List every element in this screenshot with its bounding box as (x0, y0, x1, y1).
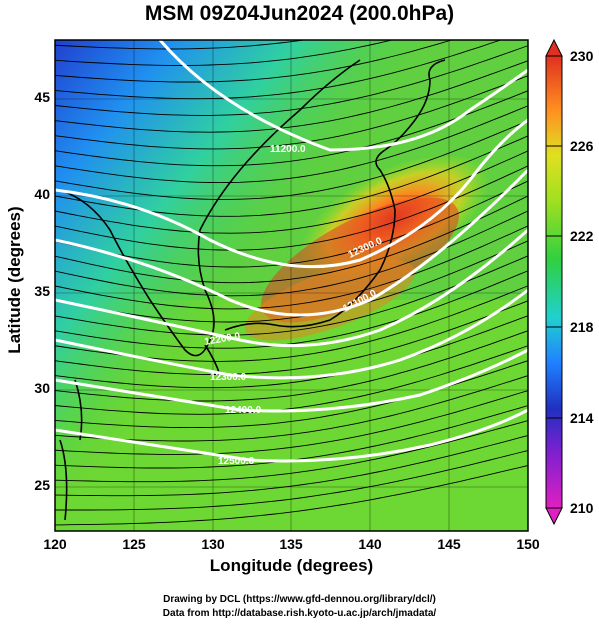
y-tick-label: 35 (34, 283, 50, 299)
streamline (55, 40, 502, 100)
x-axis-label: Longitude (degrees) (209, 556, 374, 575)
colorbar-tick-label: 214 (570, 410, 594, 426)
y-tick-label: 40 (34, 186, 50, 202)
streamline (55, 40, 307, 50)
colorbar-tick-label: 218 (570, 319, 594, 335)
colorbar-tick-label: 226 (570, 138, 594, 154)
y-axis-label: Latitude (degrees) (5, 206, 24, 354)
contour-label: 12300.0 (210, 372, 247, 383)
streamline (55, 435, 528, 497)
y-tick-label: 45 (34, 89, 50, 105)
credit-data-source: Data from http://database.rish.kyoto-u.a… (162, 608, 437, 619)
colorbar (545, 38, 563, 526)
x-tick-label: 140 (358, 536, 382, 552)
streamline (55, 75, 528, 150)
streamline (55, 180, 528, 268)
y-tick-label: 25 (34, 477, 50, 493)
streamline (55, 60, 528, 133)
colorbar-tick-label: 210 (570, 500, 594, 516)
wind-streamlines (50, 0, 530, 526)
streamline (55, 270, 528, 349)
streamline (55, 420, 528, 483)
streamline (55, 40, 394, 66)
streamline (55, 240, 528, 323)
y-tick-label: 30 (34, 380, 50, 396)
x-tick-label: 135 (279, 536, 303, 552)
streamline (55, 300, 528, 375)
streamline (55, 210, 528, 297)
contour-label: 12500.0 (218, 456, 255, 467)
map-title: MSM 09Z04Jun2024 (200.0hPa) (144, 2, 455, 25)
contour-label: 12400.0 (225, 405, 262, 416)
streamline (55, 120, 528, 200)
credit-drawing: Drawing by DCL (https://www.gfd-dennou.o… (163, 594, 436, 605)
streamline (55, 315, 528, 389)
streamline (55, 450, 528, 511)
streamline (55, 225, 528, 310)
streamline (55, 195, 528, 284)
x-tick-label: 150 (516, 536, 540, 552)
colorbar-min-triangle (545, 507, 563, 526)
streamline (55, 390, 528, 455)
contour-label: 11200.0 (270, 144, 306, 155)
x-tick-label: 125 (122, 536, 146, 552)
streamline (55, 90, 528, 167)
streamline (55, 330, 528, 402)
streamline (50, 0, 530, 33)
streamline (55, 375, 528, 442)
streamline (55, 45, 528, 116)
geopotential-contours (55, 40, 528, 463)
streamline (55, 105, 528, 184)
streamline (55, 255, 528, 336)
streamline (55, 345, 528, 415)
x-tick-label: 145 (437, 536, 461, 552)
colorbar-tick-label: 222 (570, 228, 594, 244)
x-tick-label: 120 (43, 536, 67, 552)
colorbar-tick-label: 230 (570, 48, 594, 64)
temperature-field: 11200.0 12300.0 12100.0 12200.0 12300.0 … (50, 0, 530, 531)
streamline (55, 150, 528, 234)
colorbar-max-triangle (545, 38, 563, 57)
x-tick-label: 130 (201, 536, 225, 552)
streamline (55, 465, 528, 526)
streamline (55, 135, 528, 217)
plot-frame (54, 39, 529, 532)
